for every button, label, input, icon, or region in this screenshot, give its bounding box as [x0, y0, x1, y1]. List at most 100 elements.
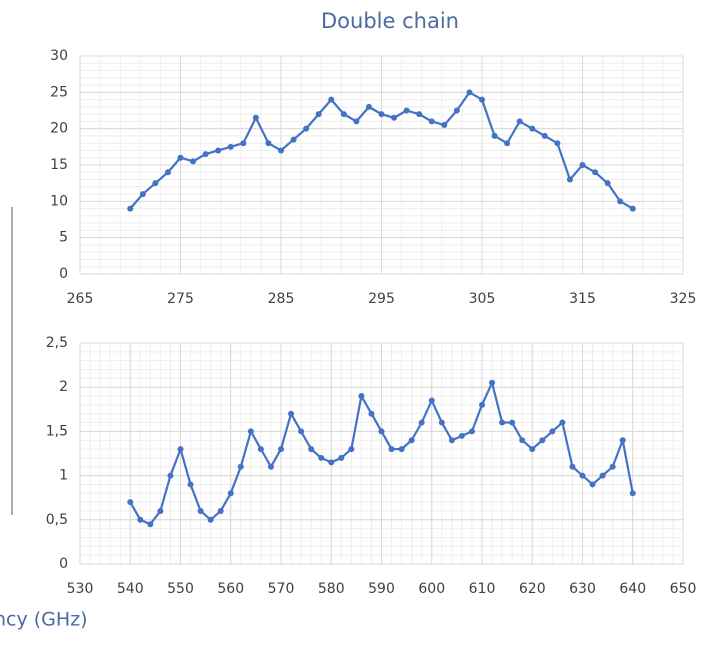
data-point — [378, 111, 385, 118]
x-tick-label: 560 — [217, 581, 244, 597]
data-point — [448, 437, 455, 444]
data-point — [127, 499, 134, 506]
x-tick-label: 640 — [619, 581, 646, 597]
data-point — [340, 111, 347, 118]
data-point — [592, 169, 599, 176]
chart-title: Double chain — [321, 9, 459, 33]
data-point — [619, 437, 626, 444]
data-point — [348, 446, 355, 453]
data-point — [479, 96, 485, 103]
y-tick-label: 10 — [50, 193, 68, 209]
x-tick-label: 600 — [418, 581, 445, 597]
data-point — [549, 428, 556, 435]
data-point — [177, 446, 184, 453]
data-point — [152, 180, 159, 187]
data-point — [328, 459, 335, 466]
y-tick-label: 15 — [50, 157, 68, 173]
data-point — [566, 176, 573, 183]
x-tick-label: 580 — [318, 581, 345, 597]
data-point — [453, 107, 460, 114]
data-point — [177, 154, 184, 161]
data-point — [164, 169, 171, 176]
y-tick-label: 5 — [59, 230, 68, 246]
data-point — [237, 463, 244, 470]
data-point — [215, 147, 222, 154]
data-point — [303, 125, 310, 132]
data-point — [315, 111, 322, 118]
data-point — [338, 454, 345, 461]
data-point — [217, 507, 224, 514]
data-point — [428, 118, 435, 125]
data-point — [519, 437, 526, 444]
data-point — [629, 205, 636, 212]
y-tick-label: 1 — [59, 468, 68, 484]
data-point — [468, 428, 475, 435]
data-point — [368, 410, 375, 417]
data-point — [554, 140, 561, 147]
x-tick-label: 570 — [268, 581, 295, 597]
data-point — [408, 437, 415, 444]
data-point — [353, 118, 360, 125]
data-point — [365, 103, 372, 110]
data-point — [489, 379, 496, 386]
data-point — [265, 140, 272, 147]
data-point — [466, 89, 473, 96]
data-point — [609, 463, 616, 470]
data-point — [318, 454, 325, 461]
y-tick-label: 2 — [59, 379, 68, 395]
data-point — [147, 521, 154, 528]
data-point — [187, 481, 194, 488]
data-point — [252, 114, 259, 121]
data-point — [441, 122, 448, 129]
data-point — [190, 158, 197, 165]
data-point — [516, 118, 523, 125]
data-point — [504, 140, 511, 147]
data-point — [227, 490, 234, 497]
data-point — [418, 419, 425, 426]
data-point — [167, 472, 174, 479]
data-point — [207, 516, 214, 523]
data-point — [388, 446, 395, 453]
x-tick-label: 285 — [268, 291, 295, 307]
data-point — [617, 198, 624, 205]
x-tick-label: 315 — [569, 291, 596, 307]
data-point — [599, 472, 606, 479]
data-point — [227, 143, 234, 150]
data-point — [127, 205, 134, 212]
x-tick-label: 630 — [569, 581, 596, 597]
data-point — [298, 428, 305, 435]
data-point — [378, 428, 385, 435]
data-point — [257, 446, 264, 453]
y-tick-label: 25 — [50, 84, 68, 100]
y-tick-label: 0 — [59, 266, 68, 282]
data-point — [403, 107, 410, 114]
data-point — [398, 446, 405, 453]
data-point — [416, 111, 423, 118]
data-point — [328, 96, 335, 103]
data-point — [290, 136, 297, 143]
data-point — [202, 151, 209, 158]
data-point — [438, 419, 445, 426]
y-tick-label: 1,5 — [46, 423, 68, 439]
data-point — [509, 419, 516, 426]
data-point — [278, 147, 284, 154]
data-point — [499, 419, 506, 426]
x-tick-label: 550 — [167, 581, 194, 597]
data-point — [579, 472, 586, 479]
x-tick-label: 305 — [469, 291, 496, 307]
data-point — [559, 419, 566, 426]
data-point — [428, 397, 435, 404]
x-tick-label: 275 — [167, 291, 194, 307]
x-tick-label: 325 — [670, 291, 697, 307]
data-point — [278, 446, 284, 453]
y-tick-label: 2,5 — [46, 335, 68, 351]
data-point — [458, 432, 465, 439]
y-tick-label: 0 — [59, 556, 68, 572]
y-tick-label: 0,5 — [46, 512, 68, 528]
data-point — [569, 463, 576, 470]
x-tick-label: 265 — [67, 291, 94, 307]
data-point — [479, 401, 485, 408]
data-point — [541, 132, 548, 139]
